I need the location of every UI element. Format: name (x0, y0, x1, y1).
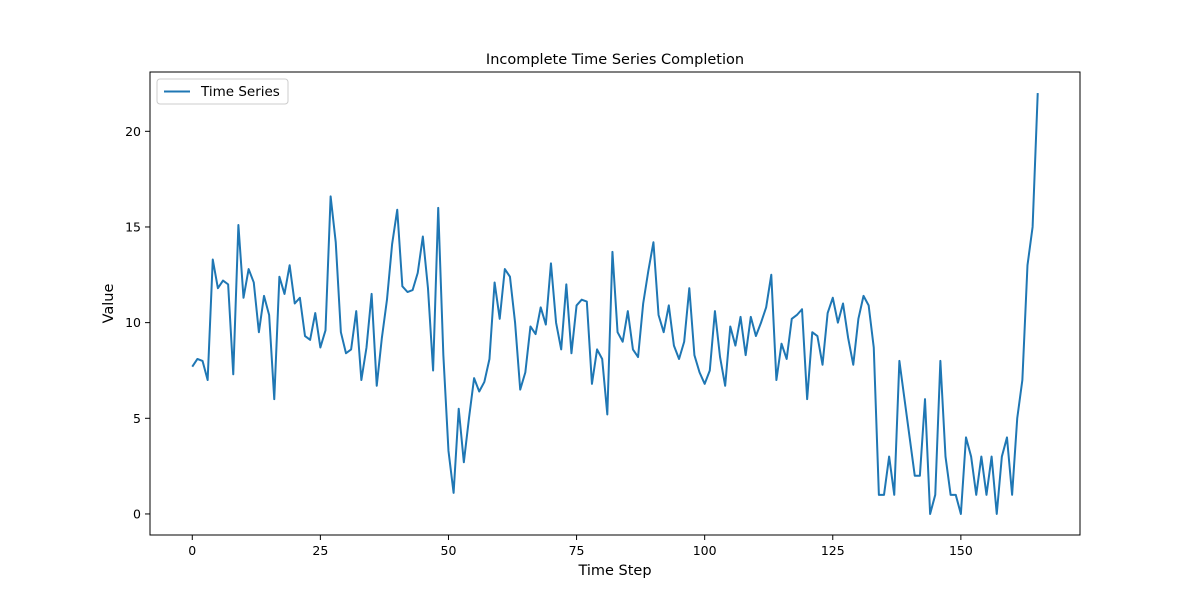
y-axis-label: Value (101, 284, 117, 324)
x-tick-label: 25 (312, 543, 328, 558)
y-tick-label: 20 (125, 124, 141, 139)
x-tick-label: 150 (949, 543, 973, 558)
x-tick-label: 125 (821, 543, 845, 558)
y-tick-label: 15 (125, 219, 141, 234)
legend-box (156, 78, 289, 105)
plot-area (191, 93, 1039, 515)
y-tick-label: 5 (133, 411, 141, 426)
y-axis: 0 5 10 15 20 (125, 124, 150, 521)
x-tick-label: 75 (569, 543, 585, 558)
x-tick-label: 100 (693, 543, 717, 558)
y-tick-label: 0 (133, 506, 141, 521)
plot-frame (149, 71, 1081, 536)
x-axis: 0 25 50 75 100 125 150 (188, 535, 973, 558)
x-axis-label: Time Step (577, 563, 651, 579)
chart-title: Incomplete Time Series Completion (486, 52, 744, 68)
series-line-0 (191, 93, 1039, 515)
legend: Time Series (156, 78, 289, 105)
y-tick-label: 10 (125, 315, 141, 330)
x-tick-label: 50 (441, 543, 457, 558)
x-tick-label: 0 (188, 543, 196, 558)
legend-entry-label: Time Series (200, 84, 280, 100)
